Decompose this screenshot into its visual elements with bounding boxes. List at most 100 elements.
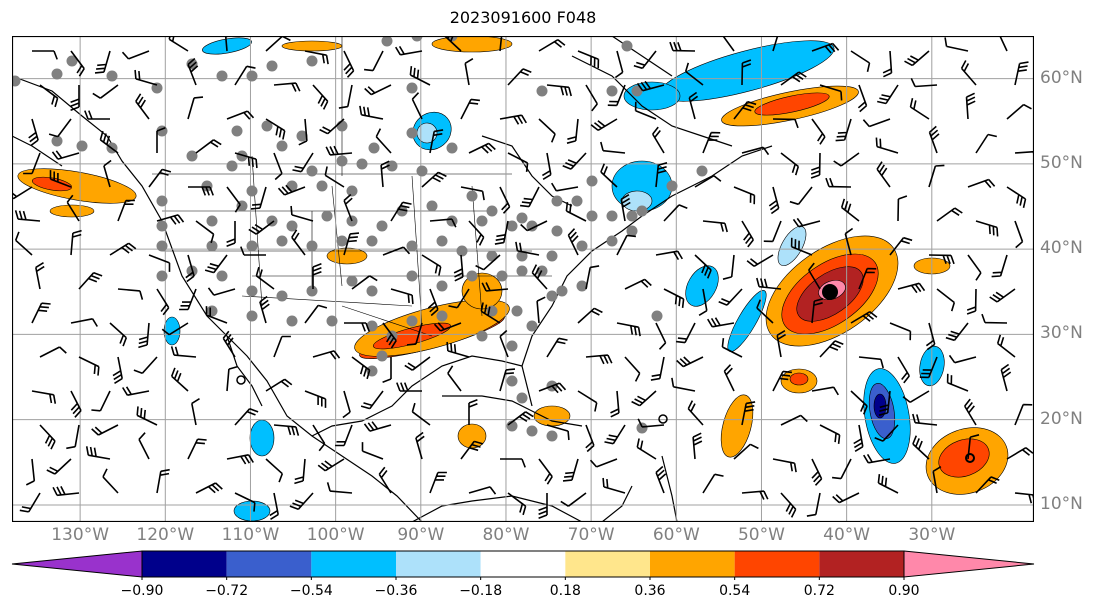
observation-dot <box>516 250 528 262</box>
wind-barb <box>676 322 696 344</box>
colorbar-segment <box>142 551 227 577</box>
wind-barb <box>507 492 527 516</box>
observation-dot <box>486 250 498 262</box>
observation-dot <box>476 215 488 227</box>
wind-barb <box>411 402 431 426</box>
wind-barb <box>70 229 82 256</box>
observation-dot <box>586 210 598 222</box>
wind-barb <box>1006 103 1032 120</box>
wind-barb <box>850 50 871 72</box>
observation-dot <box>516 212 528 224</box>
wind-barbs <box>12 36 1034 520</box>
storm-center-marker <box>822 284 838 300</box>
wind-barb <box>585 354 613 365</box>
wind-barb <box>772 458 797 473</box>
border-segment <box>471 185 483 317</box>
wind-barb <box>265 458 284 483</box>
wind-barb <box>191 398 200 426</box>
observation-dot <box>606 235 618 247</box>
wind-barb <box>541 152 552 180</box>
wind-barb <box>655 250 683 261</box>
longitude-label: 100°W <box>306 525 365 545</box>
wind-barb <box>23 152 41 175</box>
wind-barb <box>616 234 636 256</box>
wind-barb <box>863 453 891 464</box>
wind-barb <box>733 186 756 205</box>
wind-barb <box>772 118 799 129</box>
wind-barb <box>776 330 787 358</box>
observation-dot <box>216 270 228 282</box>
colorbar-tick-label: 0.36 <box>634 583 666 599</box>
wind-barb <box>343 232 360 256</box>
observation-dot <box>536 85 548 97</box>
observation-dot <box>366 235 378 247</box>
observation-dot <box>156 195 168 207</box>
latitude-label: 50°N <box>1040 152 1083 173</box>
wind-barb <box>499 114 527 125</box>
wind-barb <box>538 493 548 519</box>
wind-barb <box>702 131 721 154</box>
wind-barb <box>577 307 603 324</box>
wind-barb <box>698 288 708 316</box>
wind-barb <box>897 282 926 294</box>
wind-barb <box>520 186 540 208</box>
wind-barb <box>546 424 570 441</box>
observation-dot <box>246 285 258 297</box>
wind-barb <box>948 354 977 364</box>
wind-barb <box>975 220 999 237</box>
wind-barb <box>170 346 197 358</box>
anomaly-region <box>685 265 719 307</box>
observation-dot <box>466 270 478 282</box>
colorbar <box>11 550 1035 580</box>
wind-barb <box>981 313 1008 324</box>
wind-barb <box>49 170 72 188</box>
wind-barb <box>1006 186 1027 208</box>
wind-barb <box>507 411 534 426</box>
wind-barb <box>351 275 378 290</box>
wind-barb <box>499 368 516 392</box>
wind-barb <box>344 322 370 332</box>
wind-barb <box>70 85 80 111</box>
wind-barb <box>117 288 144 300</box>
observation-dot <box>236 150 248 162</box>
wind-barb <box>965 92 976 120</box>
wind-barb <box>460 440 484 460</box>
wind-barb <box>878 390 891 416</box>
observation-dot <box>366 285 378 297</box>
wind-barb <box>946 373 969 392</box>
wind-barb <box>669 41 696 52</box>
wind-barb <box>28 118 39 147</box>
wind-barb <box>844 227 854 256</box>
observation-dot <box>551 195 563 207</box>
wind-barb <box>324 166 345 188</box>
wind-barb <box>382 246 411 256</box>
observation-dot <box>426 200 438 212</box>
wind-barb <box>636 438 657 460</box>
observation-dot <box>246 70 258 82</box>
anomaly-region <box>789 372 809 386</box>
wind-barb <box>780 152 800 176</box>
observation-dot <box>551 225 563 237</box>
wind-barb <box>808 262 821 290</box>
wind-barb <box>663 288 685 308</box>
wind-barb <box>265 118 286 140</box>
wind-barb <box>52 486 80 497</box>
colorbar-tick-label: −0.72 <box>205 583 249 599</box>
longitude-label: 70°W <box>567 525 615 545</box>
wind-barb <box>404 356 431 371</box>
observation-dot <box>516 392 528 404</box>
wind-barb <box>790 237 813 256</box>
wind-barb <box>499 329 509 358</box>
wind-barb <box>19 492 41 513</box>
wind-barb <box>909 98 930 120</box>
wind-barb <box>255 266 275 290</box>
wind-barb <box>936 288 956 312</box>
border-segment <box>241 295 413 307</box>
wind-barb <box>195 482 223 494</box>
wind-barb <box>39 424 56 450</box>
wind-barb <box>500 458 526 468</box>
wind-barb <box>138 432 150 460</box>
wind-barb <box>577 390 598 412</box>
wind-barb <box>277 184 306 196</box>
wind-barb <box>792 217 821 228</box>
